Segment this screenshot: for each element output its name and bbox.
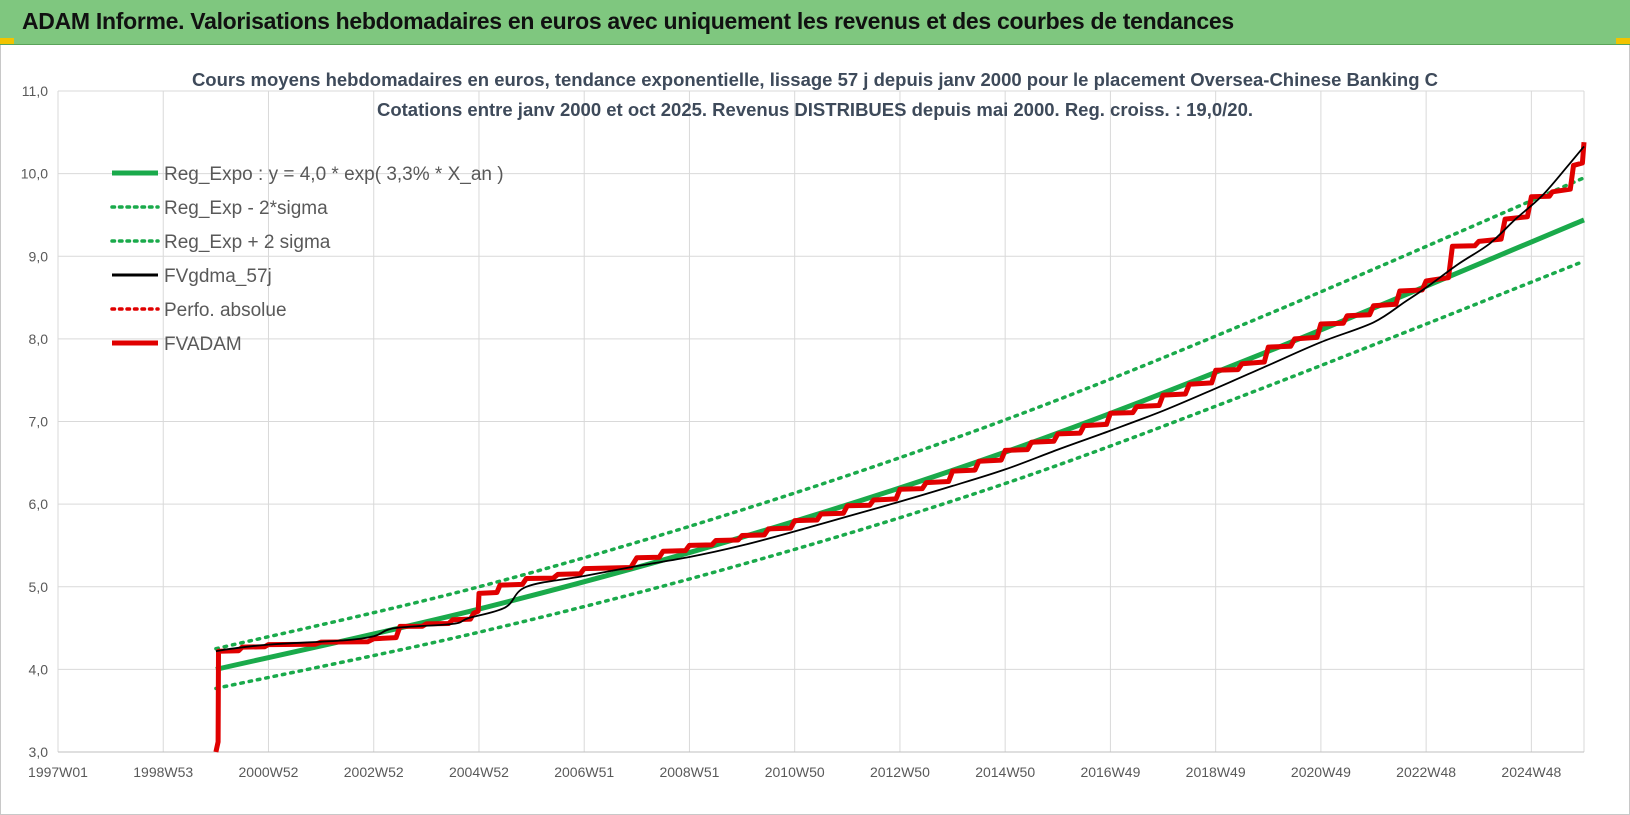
legend-label: FVgdma_57j <box>164 266 272 287</box>
series-fvgdma-57j <box>215 145 1585 653</box>
x-tick-label: 2012W50 <box>870 764 930 780</box>
legend-item: Reg_Exp - 2*sigma <box>110 198 328 219</box>
corner-accent-right <box>1616 38 1630 44</box>
x-tick-label: 2008W51 <box>659 764 719 780</box>
y-tick-label: 9,0 <box>29 248 49 264</box>
y-tick-label: 10,0 <box>21 166 48 182</box>
x-tick-label: 2002W52 <box>344 764 404 780</box>
x-tick-label: 2014W50 <box>975 764 1035 780</box>
x-tick-label: 2024W48 <box>1501 764 1561 780</box>
legend-item: FVADAM <box>112 334 242 355</box>
y-tick-label: 3,0 <box>29 744 49 760</box>
x-tick-label: 1997W01 <box>28 764 88 780</box>
report-title: ADAM Informe. Valorisations hebdomadaire… <box>22 8 1234 34</box>
legend-item: Reg_Exp + 2 sigma <box>110 232 331 253</box>
x-tick-label: 2004W52 <box>449 764 509 780</box>
legend-item: FVgdma_57j <box>112 266 272 287</box>
x-tick-label: 2010W50 <box>765 764 825 780</box>
series-layer <box>213 142 1587 753</box>
legend: Reg_Expo : y = 4,0 * exp( 3,3% * X_an ) R… <box>110 164 504 355</box>
x-tick-label: 1998W53 <box>133 764 193 780</box>
chart-area: 3,0 4,0 5,0 6,0 7,0 8,0 9,0 10,0 11,0 1997W01 1998… <box>21 69 1587 780</box>
x-tick-label: 2022W48 <box>1396 764 1456 780</box>
legend-label: Reg_Exp + 2 sigma <box>164 232 331 253</box>
y-tick-label: 4,0 <box>29 661 49 677</box>
axis-layer: 3,0 4,0 5,0 6,0 7,0 8,0 9,0 10,0 11,0 1997W01 1998… <box>21 83 1584 780</box>
legend-label: Perfo. absolue <box>164 300 287 321</box>
y-tick-label: 5,0 <box>29 579 49 595</box>
y-tick-label: 8,0 <box>29 331 49 347</box>
legend-item: Reg_Expo : y = 4,0 * exp( 3,3% * X_an ) <box>112 164 504 185</box>
series-reg-minus-2sigma <box>214 259 1586 691</box>
y-tick-label: 6,0 <box>29 496 49 512</box>
y-tick-label: 7,0 <box>29 414 49 430</box>
corner-accent-left <box>0 38 14 44</box>
chart-title-line-1: Cours moyens hebdomadaires en euros, ten… <box>192 69 1438 90</box>
x-tick-label: 2020W49 <box>1291 764 1351 780</box>
y-tick-label: 11,0 <box>22 83 48 99</box>
chart-title-line-2: Cotations entre janv 2000 et oct 2025. R… <box>377 99 1253 120</box>
series-reg-plus-2sigma <box>214 176 1586 651</box>
legend-label: Reg_Exp - 2*sigma <box>164 198 328 219</box>
x-tick-label: 2000W52 <box>239 764 299 780</box>
report-banner: ADAM Informe. Valorisations hebdomadaire… <box>0 0 1630 45</box>
chart-title: Cours moyens hebdomadaires en euros, ten… <box>192 69 1438 120</box>
x-tick-label: 2006W51 <box>554 764 614 780</box>
x-tick-label: 2016W49 <box>1080 764 1140 780</box>
legend-label: Reg_Expo : y = 4,0 * exp( 3,3% * X_an ) <box>164 164 504 185</box>
legend-item: Perfo. absolue <box>110 300 287 321</box>
x-tick-label: 2018W49 <box>1186 764 1246 780</box>
legend-label: FVADAM <box>164 334 242 355</box>
